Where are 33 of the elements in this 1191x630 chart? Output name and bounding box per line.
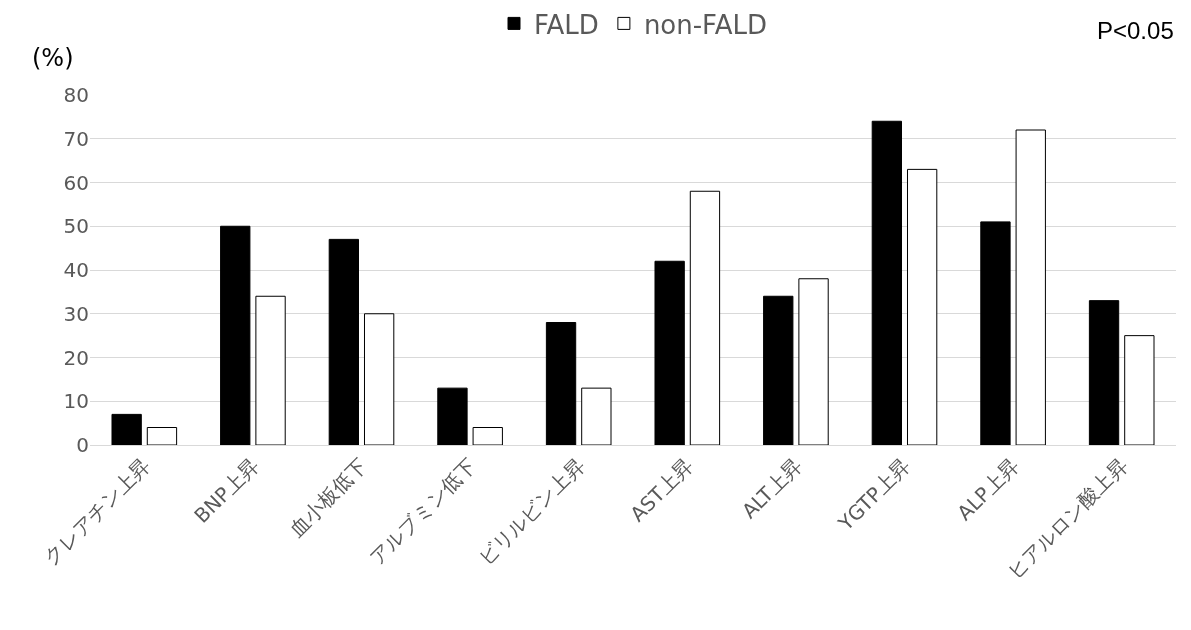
bar xyxy=(763,295,794,445)
bar xyxy=(363,313,395,445)
y-tick-label: 20 xyxy=(63,345,89,370)
y-tick-label: 60 xyxy=(63,170,89,195)
bar xyxy=(798,278,829,445)
y-tick-label: 50 xyxy=(63,214,89,239)
bar xyxy=(1015,129,1046,445)
bar xyxy=(689,190,721,445)
bar xyxy=(1124,335,1155,445)
text: P<0.05 xyxy=(1097,17,1174,44)
y-tick-label: 10 xyxy=(63,389,89,414)
bar xyxy=(581,387,612,445)
bar xyxy=(328,238,360,445)
bar xyxy=(220,225,251,445)
bar xyxy=(472,427,503,445)
legend-label: non-FALD xyxy=(643,9,767,40)
y-tick-label: 30 xyxy=(63,301,89,326)
bar xyxy=(980,221,1011,445)
bar xyxy=(111,413,142,445)
y-tick-label: 80 xyxy=(63,83,89,107)
bar xyxy=(437,387,468,445)
y-axis-title: (%) xyxy=(32,44,74,72)
legend-label: FALD xyxy=(534,9,599,40)
bar xyxy=(255,295,286,445)
bar xyxy=(1088,300,1120,445)
bar xyxy=(545,322,577,445)
x-tick-label: ALP上昇 xyxy=(952,453,1024,525)
y-tick-label: 70 xyxy=(63,126,89,151)
bar xyxy=(871,120,903,445)
bar xyxy=(906,168,938,445)
bar xyxy=(654,260,685,445)
y-tick-label: 40 xyxy=(63,258,89,282)
bar xyxy=(146,427,178,445)
